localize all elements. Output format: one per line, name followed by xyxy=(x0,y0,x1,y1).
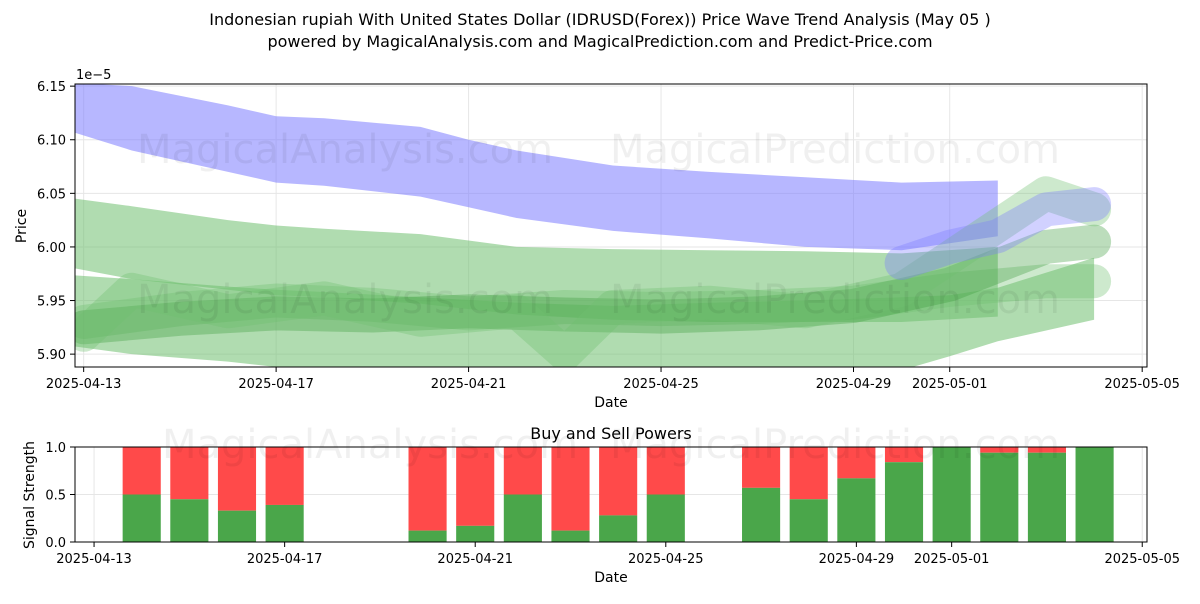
sell-power-bar xyxy=(551,447,590,531)
buy-power-bar xyxy=(503,494,542,542)
sell-power-bar xyxy=(408,447,447,531)
buy-power-bar xyxy=(837,478,876,542)
buy-power-bar xyxy=(599,515,638,542)
power-xtick-label: 2025-05-01 xyxy=(914,552,990,567)
buy-power-bar xyxy=(265,504,304,542)
chart-subtitle: powered by MagicalAnalysis.com and Magic… xyxy=(267,32,932,51)
watermark-analysis: MagicalAnalysis.com xyxy=(162,422,578,468)
price-xtick-label: 2025-04-25 xyxy=(623,377,699,392)
sell-power-bar xyxy=(122,447,161,495)
chart-title: Indonesian rupiah With United States Dol… xyxy=(209,10,990,29)
power-xtick-label: 2025-04-25 xyxy=(628,552,704,567)
buy-power-bar xyxy=(789,499,828,542)
buy-power-bar xyxy=(408,530,447,542)
price-xtick-label: 2025-04-21 xyxy=(431,377,507,392)
sell-power-bar xyxy=(1027,447,1067,453)
power-xlabel: Date xyxy=(594,570,627,586)
power-bars xyxy=(122,447,1114,542)
sell-power-bar xyxy=(837,447,876,479)
buy-power-bar xyxy=(551,530,590,542)
power-xtick-label: 2025-04-17 xyxy=(247,552,323,567)
price-axes-frame xyxy=(74,83,1148,368)
buy-power-bar xyxy=(1075,447,1114,542)
sell-power-bar xyxy=(742,447,781,488)
power-xtick-label: 2025-04-21 xyxy=(437,552,513,567)
buy-power-bar xyxy=(217,510,257,542)
power-axes: 2025-04-13 2025-04-17 2025-04-21 2025-04-25… xyxy=(45,441,1180,567)
price-axes: 2025-04-13 2025-04-17 2025-04-21 2025-04-25… xyxy=(37,80,1180,392)
price-xtick-label: 2025-05-05 xyxy=(1104,377,1180,392)
price-xtick-label: 2025-04-29 xyxy=(816,377,892,392)
price-xtick-label: 2025-05-01 xyxy=(912,377,988,392)
price-ytick-label: 6.05 xyxy=(37,187,66,202)
power-ytick-label: 0.5 xyxy=(45,489,66,504)
price-bands xyxy=(75,84,1112,367)
price-wave-line-1 xyxy=(75,224,1112,345)
sell-power-bar xyxy=(646,447,685,495)
buy-power-bar xyxy=(122,494,161,542)
price-wave-band-0 xyxy=(75,84,998,251)
price-wave-line-3 xyxy=(884,187,1112,280)
sell-power-bar xyxy=(217,447,257,511)
price-xtick-label: 2025-04-13 xyxy=(46,377,122,392)
buy-power-bar xyxy=(170,499,209,542)
price-ytick-label: 5.90 xyxy=(37,348,66,363)
power-xtick-label: 2025-04-29 xyxy=(819,552,895,567)
watermark-analysis: MagicalAnalysis.com xyxy=(137,277,553,323)
sell-power-bar xyxy=(170,447,209,500)
price-wave-band-1 xyxy=(75,198,998,322)
sell-power-bar xyxy=(456,447,495,526)
watermark-prediction: MagicalPrediction.com xyxy=(610,277,1060,323)
power-ytick-label: 0.0 xyxy=(45,536,66,551)
sell-power-bar xyxy=(884,447,924,463)
price-ytick-label: 6.15 xyxy=(37,80,66,95)
watermark-prediction: MagicalPrediction.com xyxy=(610,422,1060,468)
price-wave-line-0 xyxy=(75,264,1112,339)
price-ytick-label: 5.95 xyxy=(37,295,66,310)
price-xtick-label: 2025-04-17 xyxy=(238,377,314,392)
price-wave-line-2 xyxy=(75,176,1112,367)
power-ylabel: Signal Strength xyxy=(22,441,38,549)
price-watermarks: MagicalAnalysis.com MagicalPrediction.com… xyxy=(137,127,1060,323)
buy-power-bar xyxy=(1027,452,1067,542)
power-xtick-label: 2025-05-05 xyxy=(1104,552,1180,567)
sell-power-bar xyxy=(503,447,542,495)
sell-power-bar xyxy=(789,447,828,500)
watermark-prediction: MagicalPrediction.com xyxy=(610,127,1060,173)
price-ytick-label: 6.10 xyxy=(37,134,66,149)
price-wave-band-2 xyxy=(75,257,1095,367)
price-ytick-label: 6.00 xyxy=(37,241,66,256)
price-xlabel: Date xyxy=(594,395,627,411)
power-watermarks: MagicalAnalysis.com MagicalPrediction.com xyxy=(162,422,1060,468)
buy-power-bar xyxy=(932,447,971,542)
price-ylabel: Price xyxy=(14,209,30,243)
sell-power-bar xyxy=(980,447,1019,453)
sell-power-bar xyxy=(265,447,304,505)
buy-power-bar xyxy=(884,462,924,542)
buy-power-bar xyxy=(980,452,1019,542)
sell-power-bar xyxy=(599,447,638,516)
buy-power-bar xyxy=(456,525,495,542)
buy-power-bar xyxy=(742,487,781,542)
power-ytick-label: 1.0 xyxy=(45,441,66,456)
price-offset-label: 1e−5 xyxy=(76,68,111,83)
buy-power-bar xyxy=(646,494,685,542)
watermark-analysis: MagicalAnalysis.com xyxy=(137,127,553,173)
power-xtick-label: 2025-04-13 xyxy=(56,552,132,567)
power-title: Buy and Sell Powers xyxy=(530,424,692,443)
